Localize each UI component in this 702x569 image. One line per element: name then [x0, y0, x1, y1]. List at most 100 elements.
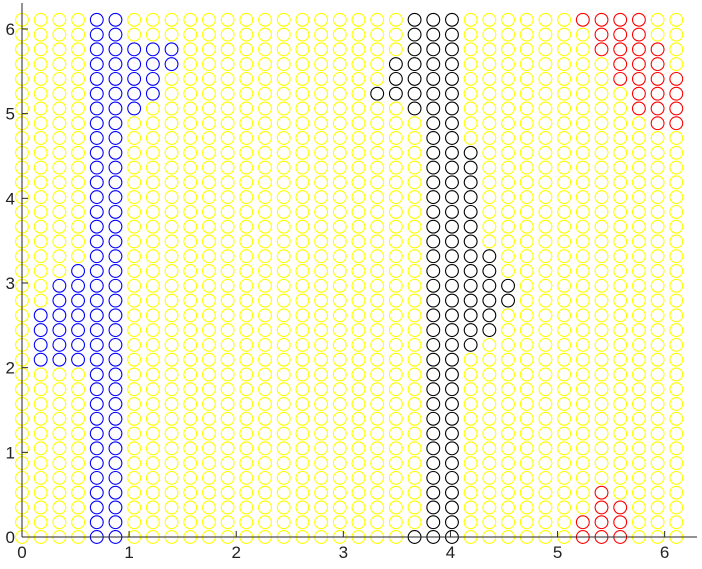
marker-point-yellow: [576, 102, 589, 115]
marker-point-yellow: [670, 132, 683, 145]
marker-point-yellow: [633, 516, 646, 529]
marker-point-yellow: [483, 471, 496, 484]
marker-point-yellow: [72, 368, 85, 381]
marker-point-yellow: [614, 206, 627, 219]
marker-point-yellow: [203, 353, 216, 366]
marker-point-yellow: [595, 309, 608, 322]
marker-point-yellow: [221, 265, 234, 278]
marker-point-yellow: [389, 279, 402, 292]
marker-point-yellow: [408, 338, 421, 351]
marker-point-yellow: [315, 117, 328, 130]
marker-point-yellow: [315, 250, 328, 263]
marker-point-yellow: [315, 353, 328, 366]
marker-point-yellow: [277, 191, 290, 204]
marker-point-yellow: [520, 353, 533, 366]
marker-point-yellow: [576, 58, 589, 71]
marker-point-yellow: [221, 206, 234, 219]
marker-point-black: [427, 338, 440, 351]
marker-point-yellow: [128, 265, 141, 278]
marker-point-yellow: [277, 176, 290, 189]
marker-point-yellow: [53, 28, 66, 41]
y-tick-label: 4: [6, 189, 15, 208]
marker-point-yellow: [502, 486, 515, 499]
marker-point-yellow: [520, 13, 533, 26]
marker-point-yellow: [576, 206, 589, 219]
marker-point-yellow: [595, 235, 608, 248]
marker-point-yellow: [576, 220, 589, 233]
marker-point-yellow: [558, 279, 571, 292]
marker-point-yellow: [614, 220, 627, 233]
marker-point-blue: [109, 102, 122, 115]
marker-point-blue: [109, 516, 122, 529]
marker-point-black: [446, 87, 459, 100]
marker-point-red: [633, 58, 646, 71]
marker-point-yellow: [184, 220, 197, 233]
marker-point-blue: [128, 102, 141, 115]
marker-point-blue: [128, 43, 141, 56]
marker-point-red: [670, 87, 683, 100]
marker-point-red: [633, 13, 646, 26]
marker-point-yellow: [614, 191, 627, 204]
marker-point-yellow: [203, 235, 216, 248]
marker-point-yellow: [558, 338, 571, 351]
marker-point-yellow: [333, 220, 346, 233]
marker-point-yellow: [296, 146, 309, 159]
marker-point-black: [446, 58, 459, 71]
marker-point-yellow: [184, 73, 197, 86]
marker-point-yellow: [259, 338, 272, 351]
marker-point-black: [502, 279, 515, 292]
marker-point-yellow: [296, 412, 309, 425]
marker-point-yellow: [53, 87, 66, 100]
marker-point-yellow: [333, 28, 346, 41]
marker-point-yellow: [539, 338, 552, 351]
marker-point-yellow: [165, 146, 178, 159]
marker-point-yellow: [595, 412, 608, 425]
marker-point-yellow: [240, 471, 253, 484]
marker-point-yellow: [464, 427, 477, 440]
marker-point-yellow: [315, 102, 328, 115]
marker-point-yellow: [520, 58, 533, 71]
marker-point-yellow: [203, 265, 216, 278]
marker-point-yellow: [333, 146, 346, 159]
marker-point-yellow: [146, 250, 159, 263]
marker-point-yellow: [408, 516, 421, 529]
marker-point-yellow: [670, 191, 683, 204]
marker-point-yellow: [595, 176, 608, 189]
marker-point-blue: [34, 353, 47, 366]
marker-point-yellow: [146, 146, 159, 159]
marker-point-yellow: [277, 368, 290, 381]
marker-point-blue: [109, 486, 122, 499]
marker-point-yellow: [333, 398, 346, 411]
marker-point-yellow: [53, 235, 66, 248]
marker-point-yellow: [558, 117, 571, 130]
marker-point-black: [446, 28, 459, 41]
marker-point-yellow: [389, 309, 402, 322]
marker-point-yellow: [53, 427, 66, 440]
marker-point-red: [614, 73, 627, 86]
marker-point-black: [446, 161, 459, 174]
marker-point-black: [427, 191, 440, 204]
marker-point-yellow: [502, 368, 515, 381]
marker-point-black: [427, 161, 440, 174]
marker-point-black: [446, 191, 459, 204]
marker-point-yellow: [651, 176, 664, 189]
marker-point-blue: [90, 427, 103, 440]
marker-point-yellow: [240, 58, 253, 71]
marker-point-yellow: [595, 353, 608, 366]
marker-point-yellow: [520, 87, 533, 100]
marker-point-yellow: [165, 28, 178, 41]
marker-point-yellow: [651, 206, 664, 219]
marker-point-yellow: [520, 279, 533, 292]
x-tick-label: 6: [660, 543, 669, 562]
marker-point-yellow: [53, 412, 66, 425]
marker-point-yellow: [464, 28, 477, 41]
marker-point-yellow: [296, 471, 309, 484]
marker-point-yellow: [184, 427, 197, 440]
marker-point-yellow: [315, 146, 328, 159]
marker-point-yellow: [389, 28, 402, 41]
marker-point-yellow: [614, 353, 627, 366]
marker-point-yellow: [464, 102, 477, 115]
marker-point-yellow: [670, 28, 683, 41]
marker-point-yellow: [371, 73, 384, 86]
marker-point-yellow: [670, 442, 683, 455]
